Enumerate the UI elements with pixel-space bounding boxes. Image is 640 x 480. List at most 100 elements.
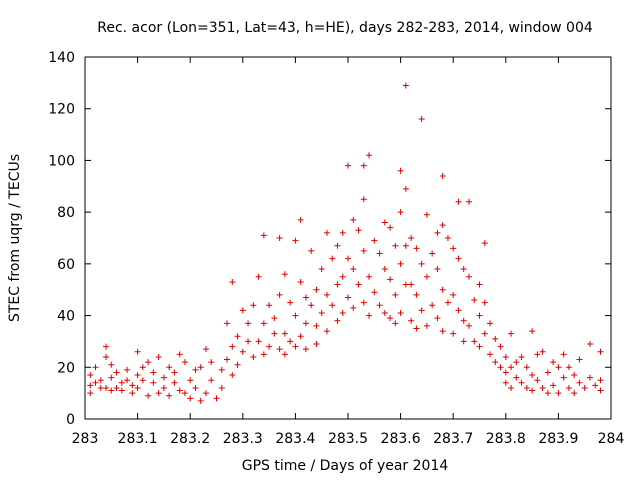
data-point	[355, 227, 362, 234]
data-point	[434, 229, 441, 236]
x-tick-label: 283.5	[328, 431, 368, 447]
data-point	[323, 291, 330, 298]
data-point	[297, 333, 304, 340]
data-point	[171, 369, 178, 376]
data-point	[350, 216, 357, 223]
x-tick-label: 283.9	[538, 431, 578, 447]
data-point	[555, 364, 562, 371]
data-point	[271, 330, 278, 337]
data-point	[565, 384, 572, 391]
data-point	[202, 346, 209, 353]
data-point	[224, 356, 231, 363]
data-point	[329, 255, 336, 262]
data-point	[224, 320, 231, 327]
data-points	[87, 82, 604, 404]
data-point	[555, 390, 562, 397]
data-point	[134, 348, 141, 355]
data-point	[423, 211, 430, 218]
data-point	[250, 353, 257, 360]
plot-frame	[84, 56, 612, 420]
data-point	[281, 351, 288, 358]
data-point	[408, 235, 415, 241]
data-point	[465, 322, 472, 329]
y-tick: 0	[66, 412, 611, 428]
data-point	[229, 372, 236, 379]
data-point	[560, 351, 567, 358]
y-tick: 40	[57, 309, 611, 325]
data-point	[192, 384, 199, 391]
y-tick: 80	[57, 205, 611, 221]
data-point	[576, 379, 583, 386]
data-point	[281, 271, 288, 278]
data-point	[534, 377, 541, 384]
data-point	[329, 302, 336, 309]
data-point	[281, 330, 288, 337]
data-point	[150, 369, 157, 376]
data-point	[465, 273, 472, 280]
data-point	[413, 245, 420, 252]
data-point	[313, 286, 320, 293]
data-point	[402, 82, 409, 89]
data-point	[418, 307, 425, 314]
data-point	[460, 338, 467, 345]
data-point	[103, 384, 110, 391]
data-point	[139, 364, 146, 371]
x-tick: 283.6	[381, 57, 421, 447]
data-point	[571, 390, 578, 397]
y-tick-label: 140	[48, 50, 75, 66]
data-point	[350, 304, 357, 311]
data-point	[523, 364, 530, 371]
data-point	[339, 273, 346, 280]
data-point	[513, 374, 520, 381]
data-point	[413, 291, 420, 298]
data-point	[139, 377, 146, 384]
data-point	[418, 116, 425, 123]
x-tick-label: 283.4	[275, 431, 315, 447]
data-point	[245, 338, 252, 345]
data-point	[397, 260, 404, 267]
y-tick-label: 20	[57, 360, 75, 376]
y-tick: 20	[57, 360, 611, 376]
data-point	[113, 369, 120, 376]
data-point	[455, 255, 462, 262]
data-point	[513, 359, 520, 366]
data-point	[292, 237, 299, 244]
data-point	[471, 297, 478, 304]
data-point	[497, 343, 504, 350]
data-point	[302, 294, 309, 301]
data-point	[187, 395, 194, 402]
data-point	[481, 330, 488, 337]
x-tick-label: 283.3	[223, 431, 263, 447]
data-point	[155, 353, 162, 360]
data-point	[292, 343, 299, 350]
data-point	[413, 325, 420, 332]
data-point	[586, 374, 593, 381]
data-point	[387, 276, 394, 283]
data-point	[392, 242, 399, 249]
data-point	[450, 330, 457, 337]
x-tick: 283.9	[538, 57, 578, 447]
data-point	[134, 372, 141, 379]
x-tick: 283.5	[328, 57, 368, 447]
data-point	[476, 312, 483, 319]
data-point	[160, 374, 167, 381]
data-point	[260, 320, 267, 327]
data-point	[366, 152, 373, 159]
data-point	[245, 320, 252, 327]
data-point	[471, 338, 478, 345]
data-point	[492, 335, 499, 342]
data-point	[481, 240, 488, 247]
y-tick-label: 40	[57, 309, 75, 325]
data-point	[113, 384, 120, 391]
data-point	[297, 216, 304, 223]
data-point	[444, 235, 451, 241]
data-point	[334, 281, 341, 288]
data-point	[397, 309, 404, 316]
data-point	[371, 289, 378, 296]
data-point	[581, 384, 588, 391]
data-point	[97, 384, 104, 391]
data-point	[371, 237, 378, 244]
data-point	[266, 302, 273, 309]
x-tick-label: 283.1	[118, 431, 158, 447]
data-point	[250, 302, 257, 309]
